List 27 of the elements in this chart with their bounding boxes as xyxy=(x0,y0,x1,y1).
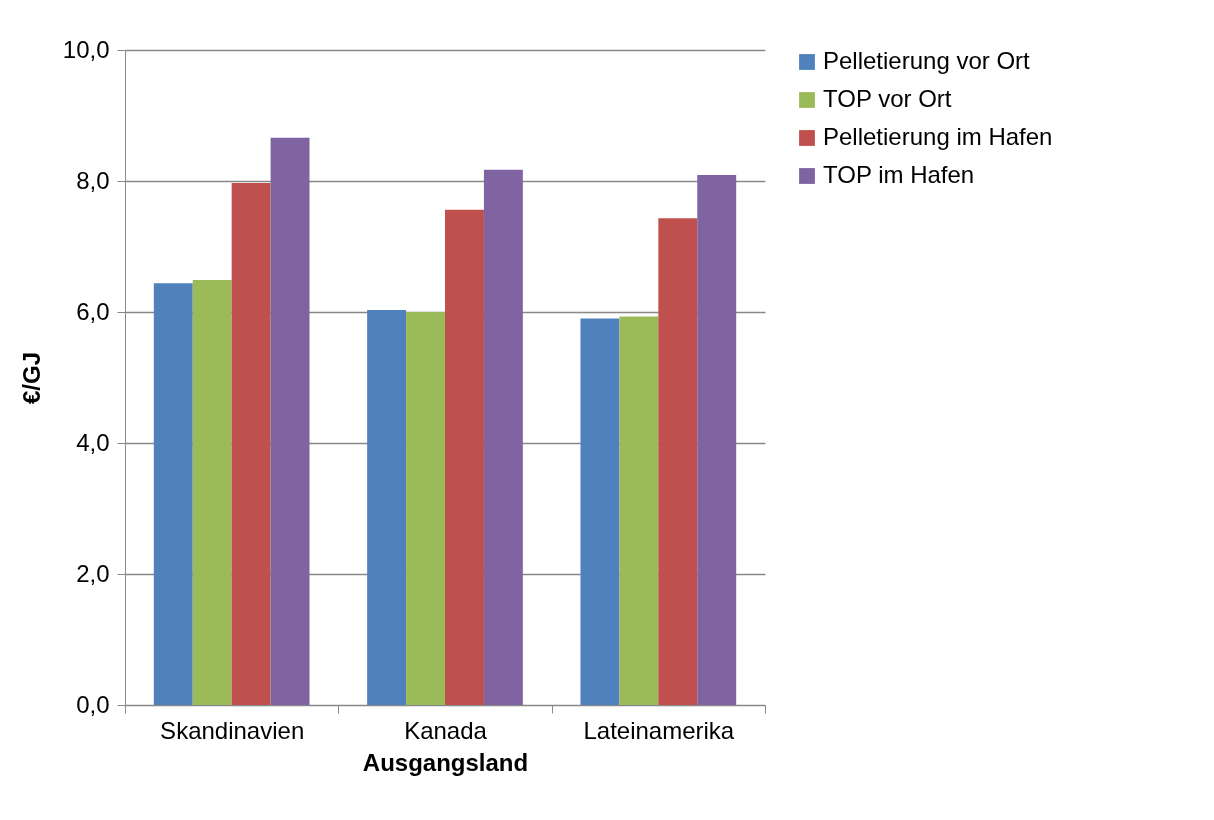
legend-label: TOP im Hafen xyxy=(823,161,975,188)
bar xyxy=(697,175,737,705)
x-axis-title: Ausgangsland xyxy=(362,748,529,776)
bar xyxy=(619,316,659,705)
bar xyxy=(367,310,407,705)
bar xyxy=(483,169,523,705)
x-tick-label: Skandinavien xyxy=(160,716,305,744)
x-tick-label: Lateinamerika xyxy=(583,716,735,744)
y-tick-label: 0,0 xyxy=(76,690,110,718)
bar xyxy=(153,283,193,705)
legend-label: TOP vor Ort xyxy=(823,85,952,112)
bar xyxy=(192,279,232,705)
legend-label: Pelletierung vor Ort xyxy=(823,47,1031,74)
bar xyxy=(658,218,698,705)
y-tick-label: 2,0 xyxy=(76,559,110,587)
bar xyxy=(270,137,310,705)
bar xyxy=(406,312,445,705)
legend-label: Pelletierung im Hafen xyxy=(823,123,1053,150)
bar xyxy=(231,182,271,705)
y-tick-label: 8,0 xyxy=(76,166,110,194)
y-tick-label: 10,0 xyxy=(62,35,110,63)
x-tick-label: Kanada xyxy=(404,716,488,744)
bar xyxy=(580,318,620,705)
bar xyxy=(445,209,484,705)
y-tick-label: 6,0 xyxy=(76,297,110,325)
y-axis-title: €/GJ xyxy=(17,351,45,405)
y-tick-label: 4,0 xyxy=(76,428,110,456)
